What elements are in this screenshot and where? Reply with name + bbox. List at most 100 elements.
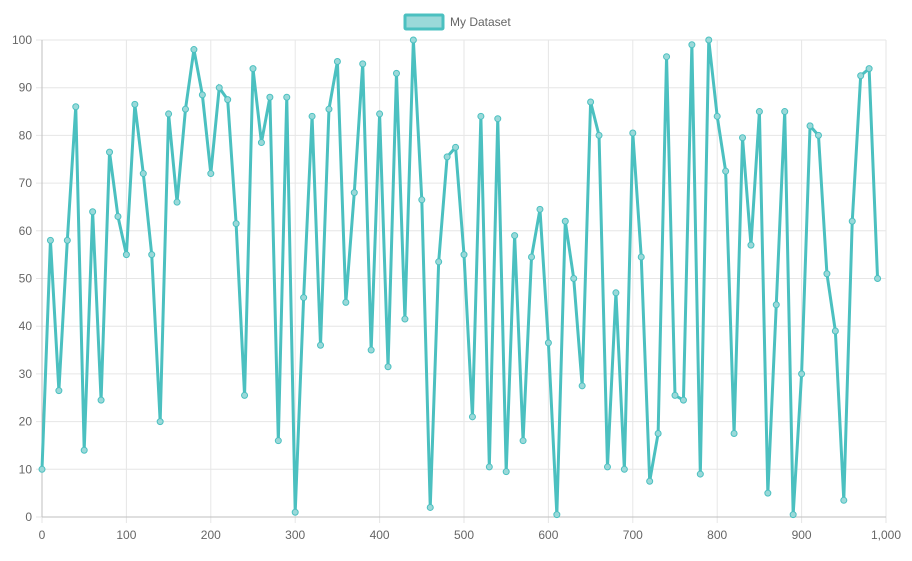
data-point[interactable] — [747, 241, 755, 249]
data-point[interactable] — [283, 93, 291, 101]
data-point[interactable] — [106, 148, 114, 156]
data-point[interactable] — [38, 465, 46, 473]
data-point[interactable] — [781, 108, 789, 116]
data-point[interactable] — [553, 511, 561, 519]
data-point[interactable] — [122, 251, 130, 259]
data-point[interactable] — [426, 503, 434, 511]
data-point[interactable] — [215, 84, 223, 92]
data-point[interactable] — [502, 468, 510, 476]
data-point[interactable] — [587, 98, 595, 106]
data-point[interactable] — [392, 69, 400, 77]
data-point[interactable] — [72, 103, 80, 111]
data-point[interactable] — [755, 108, 763, 116]
data-point[interactable] — [401, 315, 409, 323]
data-point[interactable] — [274, 437, 282, 445]
data-point[interactable] — [730, 430, 738, 438]
data-point[interactable] — [629, 129, 637, 137]
data-point[interactable] — [97, 396, 105, 404]
data-point[interactable] — [435, 258, 443, 266]
data-point[interactable] — [595, 131, 603, 139]
data-point[interactable] — [257, 139, 265, 147]
data-point[interactable] — [528, 253, 536, 261]
data-point[interactable] — [350, 189, 358, 197]
data-point[interactable] — [325, 105, 333, 113]
legend[interactable]: My Dataset — [403, 13, 511, 31]
data-point[interactable] — [367, 346, 375, 354]
data-point[interactable] — [249, 65, 257, 73]
data-point[interactable] — [63, 236, 71, 244]
data-point[interactable] — [561, 217, 569, 225]
data-point[interactable] — [89, 208, 97, 216]
data-point[interactable] — [722, 167, 730, 175]
data-point[interactable] — [848, 217, 856, 225]
data-point[interactable] — [679, 396, 687, 404]
data-point[interactable] — [814, 131, 822, 139]
data-point[interactable] — [376, 110, 384, 118]
data-point[interactable] — [232, 220, 240, 228]
data-point[interactable] — [637, 253, 645, 261]
data-point[interactable] — [519, 437, 527, 445]
data-point[interactable] — [224, 96, 232, 104]
data-point[interactable] — [46, 236, 54, 244]
legend-label[interactable]: My Dataset — [450, 15, 511, 29]
data-point[interactable] — [823, 270, 831, 278]
data-point[interactable] — [207, 170, 215, 178]
data-point[interactable] — [55, 387, 63, 395]
data-point[interactable] — [468, 413, 476, 421]
data-point[interactable] — [646, 477, 654, 485]
data-point[interactable] — [865, 65, 873, 73]
data-point[interactable] — [181, 105, 189, 113]
data-point[interactable] — [570, 275, 578, 282]
data-point[interactable] — [300, 294, 308, 302]
data-point[interactable] — [241, 391, 249, 399]
data-point[interactable] — [443, 153, 451, 161]
data-point[interactable] — [308, 112, 316, 120]
data-point[interactable] — [831, 327, 839, 335]
data-point[interactable] — [165, 110, 173, 118]
data-point[interactable] — [485, 463, 493, 471]
data-point[interactable] — [359, 60, 367, 68]
data-point[interactable] — [544, 339, 552, 347]
data-point[interactable] — [190, 46, 198, 54]
data-point[interactable] — [874, 275, 882, 282]
data-point[interactable] — [198, 91, 206, 99]
data-point[interactable] — [764, 489, 772, 497]
data-point[interactable] — [578, 382, 586, 390]
data-point[interactable] — [266, 93, 274, 101]
data-point[interactable] — [696, 470, 704, 478]
data-point[interactable] — [333, 57, 341, 65]
data-point[interactable] — [409, 36, 417, 44]
data-point[interactable] — [654, 430, 662, 438]
data-point[interactable] — [688, 41, 696, 49]
data-point[interactable] — [114, 212, 122, 220]
data-point[interactable] — [603, 463, 611, 471]
data-point[interactable] — [131, 100, 139, 108]
data-point[interactable] — [477, 112, 485, 120]
data-point[interactable] — [772, 301, 780, 309]
data-point[interactable] — [536, 205, 544, 213]
data-point[interactable] — [806, 122, 814, 130]
data-point[interactable] — [705, 36, 713, 44]
data-point[interactable] — [342, 298, 350, 306]
data-point[interactable] — [291, 508, 299, 516]
data-point[interactable] — [612, 289, 620, 297]
data-point[interactable] — [620, 465, 628, 473]
data-point[interactable] — [857, 72, 865, 80]
data-point[interactable] — [739, 134, 747, 142]
data-point[interactable] — [798, 370, 806, 378]
data-point[interactable] — [494, 115, 502, 123]
data-point[interactable] — [384, 363, 392, 371]
data-point[interactable] — [317, 341, 325, 349]
data-point[interactable] — [148, 251, 156, 259]
data-point[interactable] — [840, 496, 848, 504]
data-point[interactable] — [173, 198, 181, 206]
data-point[interactable] — [713, 112, 721, 120]
data-point[interactable] — [511, 232, 519, 240]
legend-swatch[interactable] — [403, 13, 445, 31]
data-point[interactable] — [789, 511, 797, 519]
data-point[interactable] — [80, 446, 88, 454]
data-point[interactable] — [452, 143, 460, 151]
data-point[interactable] — [460, 251, 468, 259]
data-point[interactable] — [156, 418, 164, 426]
data-point[interactable] — [671, 391, 679, 399]
